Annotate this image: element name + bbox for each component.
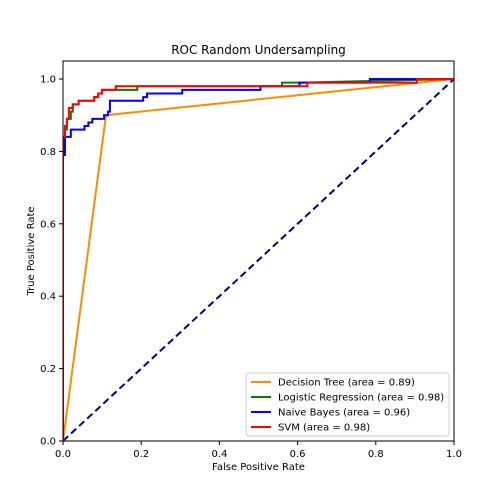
legend-label-svm: SVM (area = 0.98) [278, 423, 370, 434]
axes: 0.0 0.2 0.4 0.6 0.8 1.0 0.0 0.2 0.4 0.6 0.8 1.0 [40, 60, 462, 460]
plot-area [63, 78, 454, 441]
legend-box [245, 372, 450, 437]
y-tick-label: 0.2 [40, 364, 56, 375]
series-line-svm [63, 78, 454, 441]
x-tick-label: 0.2 [133, 449, 149, 460]
legend-label-logistic-regression: Logistic Regression (area = 0.98) [278, 393, 444, 404]
y-tick-label: 0.8 [40, 147, 56, 158]
chart-title: ROC Random Undersampling [171, 43, 346, 57]
y-tick-label: 0.6 [40, 219, 56, 230]
x-tick-label: 0.6 [290, 449, 306, 460]
x-tick-label: 1.0 [446, 449, 462, 460]
x-tick-label: 0.0 [55, 449, 71, 460]
y-axis-title: True Positive Rate [26, 206, 37, 296]
x-tick-label: 0.4 [211, 449, 227, 460]
legend-label-decision-tree: Decision Tree (area = 0.89) [278, 378, 415, 389]
legend-label-naive-bayes: Naive Bayes (area = 0.96) [278, 408, 410, 419]
y-tick-label: 0.0 [40, 437, 56, 448]
legend: Decision Tree (area = 0.89) Logistic Regr… [245, 372, 450, 437]
chance-line [63, 78, 454, 441]
y-tick-label: 1.0 [40, 75, 56, 86]
x-axis-title: False Positive Rate [212, 462, 305, 473]
axes-frame [62, 60, 455, 442]
y-tick-label: 0.4 [40, 292, 56, 303]
x-tick-label: 0.8 [368, 449, 384, 460]
